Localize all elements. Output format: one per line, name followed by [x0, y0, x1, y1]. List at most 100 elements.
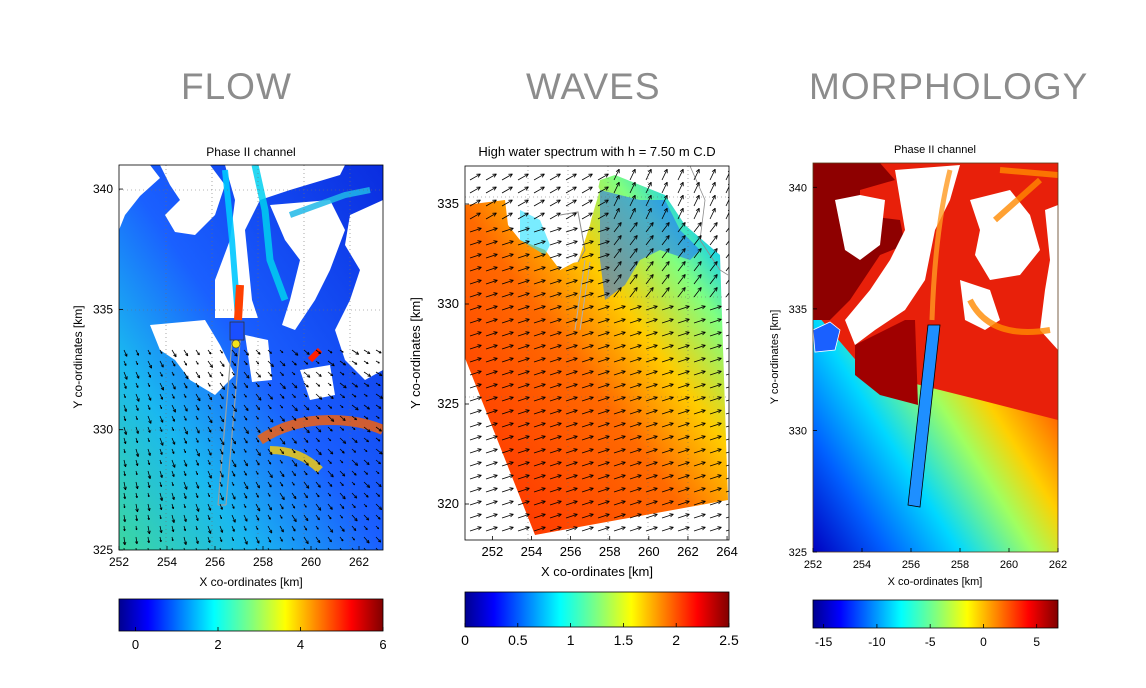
vector-arrow-head	[367, 406, 370, 410]
vector-arrow-head	[557, 474, 562, 476]
vector-arrow	[613, 169, 620, 181]
vector-arrow-head	[342, 373, 345, 376]
vector-arrow-head	[702, 526, 706, 531]
vector-arrow-head	[589, 461, 594, 463]
vector-arrow-head	[355, 495, 358, 499]
vector-arrow	[219, 470, 224, 478]
vector-arrow	[123, 349, 128, 357]
vector-arrow-head	[669, 435, 674, 437]
vector-arrow-head	[541, 240, 546, 242]
vector-arrow-head	[653, 422, 658, 424]
x-tick-label: 252	[109, 555, 129, 569]
vector-arrow	[363, 492, 369, 498]
vector-arrow	[597, 487, 610, 493]
vector-arrow	[581, 212, 593, 220]
vector-arrow	[565, 500, 578, 506]
vector-arrow-head	[606, 357, 610, 362]
vector-arrow-head	[574, 500, 578, 505]
vector-arrow	[725, 253, 729, 259]
vector-arrow-head	[307, 485, 310, 489]
vector-arrow	[613, 513, 626, 519]
vector-arrow	[469, 513, 482, 519]
vector-arrow-head	[670, 331, 674, 336]
vector-arrow-head	[343, 386, 347, 389]
vector-arrow-head	[621, 513, 626, 515]
vector-arrow	[243, 536, 248, 545]
vector-arrow-head	[493, 357, 498, 359]
waves-colorbar	[464, 591, 730, 628]
vector-arrow-head	[160, 387, 164, 391]
vector-arrow-head	[686, 396, 690, 401]
vector-arrow	[629, 513, 642, 519]
vector-arrow-head	[477, 318, 482, 320]
vector-arrow	[315, 393, 323, 400]
vector-arrow	[255, 448, 261, 456]
vector-arrow-head	[541, 186, 545, 191]
vector-arrow-head	[717, 305, 722, 307]
vector-arrow	[135, 426, 139, 434]
vector-arrow-head	[605, 396, 610, 398]
vector-arrow-head	[606, 344, 610, 349]
vector-arrow-head	[378, 472, 380, 474]
vector-arrow-head	[621, 370, 626, 372]
vector-arrow-head	[668, 248, 670, 253]
vector-arrow-head	[589, 487, 594, 489]
vector-arrow-head	[137, 508, 139, 512]
vector-arrow	[375, 371, 383, 377]
vector-arrow-head	[638, 344, 642, 349]
vector-arrow	[517, 344, 530, 350]
vector-arrow	[485, 500, 498, 506]
vector-arrow-head	[589, 526, 594, 528]
vector-arrow-head	[679, 181, 684, 185]
vector-arrow	[207, 448, 212, 456]
vector-arrow-head	[702, 383, 706, 388]
vector-arrow	[581, 331, 594, 337]
vector-arrow	[135, 503, 138, 512]
vector-arrow	[677, 261, 686, 272]
vector-arrow-head	[366, 417, 369, 420]
vector-arrow	[709, 195, 716, 207]
vector-arrow	[291, 437, 297, 444]
vector-arrow	[291, 415, 297, 421]
flow-plot: Phase II channel X co-ordinates [km] Y c…	[71, 145, 387, 652]
vector-arrow	[279, 415, 285, 422]
vector-arrow	[135, 448, 139, 457]
vector-arrow	[135, 393, 140, 402]
vector-arrow-head	[478, 357, 482, 362]
vector-arrow	[363, 514, 370, 521]
vector-arrow-head	[685, 461, 690, 463]
vector-arrow-head	[605, 292, 610, 294]
vector-arrow-head	[733, 319, 737, 320]
vector-arrow-head	[525, 422, 530, 424]
vector-arrow-head	[330, 406, 333, 409]
vector-arrow	[171, 349, 177, 358]
vector-arrow-head	[525, 526, 530, 528]
vector-arrow-head	[478, 383, 482, 388]
vector-arrow	[485, 199, 497, 207]
vector-arrow	[693, 383, 706, 389]
vector-arrow	[581, 435, 594, 441]
vector-arrow-head	[494, 487, 498, 492]
vector-arrow-head	[525, 212, 529, 217]
vector-arrow-head	[510, 461, 514, 466]
vector-arrow	[597, 344, 610, 350]
vector-arrow-head	[622, 526, 626, 531]
vector-arrow	[597, 409, 610, 415]
vector-arrow-head	[307, 407, 310, 411]
vector-arrow	[279, 503, 284, 510]
vector-arrow	[533, 279, 546, 285]
vector-arrow	[231, 470, 236, 477]
vector-arrow-head	[668, 261, 670, 266]
vector-arrow-head	[701, 409, 706, 411]
vector-arrow	[613, 396, 626, 402]
vector-arrow-head	[631, 207, 636, 211]
vector-arrow-head	[605, 357, 610, 359]
vector-arrow	[517, 357, 530, 363]
vector-arrow	[581, 448, 594, 454]
colorbar-tick-label: 0	[461, 632, 469, 648]
vector-arrow-head	[558, 422, 562, 427]
vector-arrow-head	[542, 448, 546, 453]
vector-arrow	[123, 426, 127, 435]
vector-arrow	[147, 448, 151, 456]
vector-arrow-head	[558, 240, 562, 245]
